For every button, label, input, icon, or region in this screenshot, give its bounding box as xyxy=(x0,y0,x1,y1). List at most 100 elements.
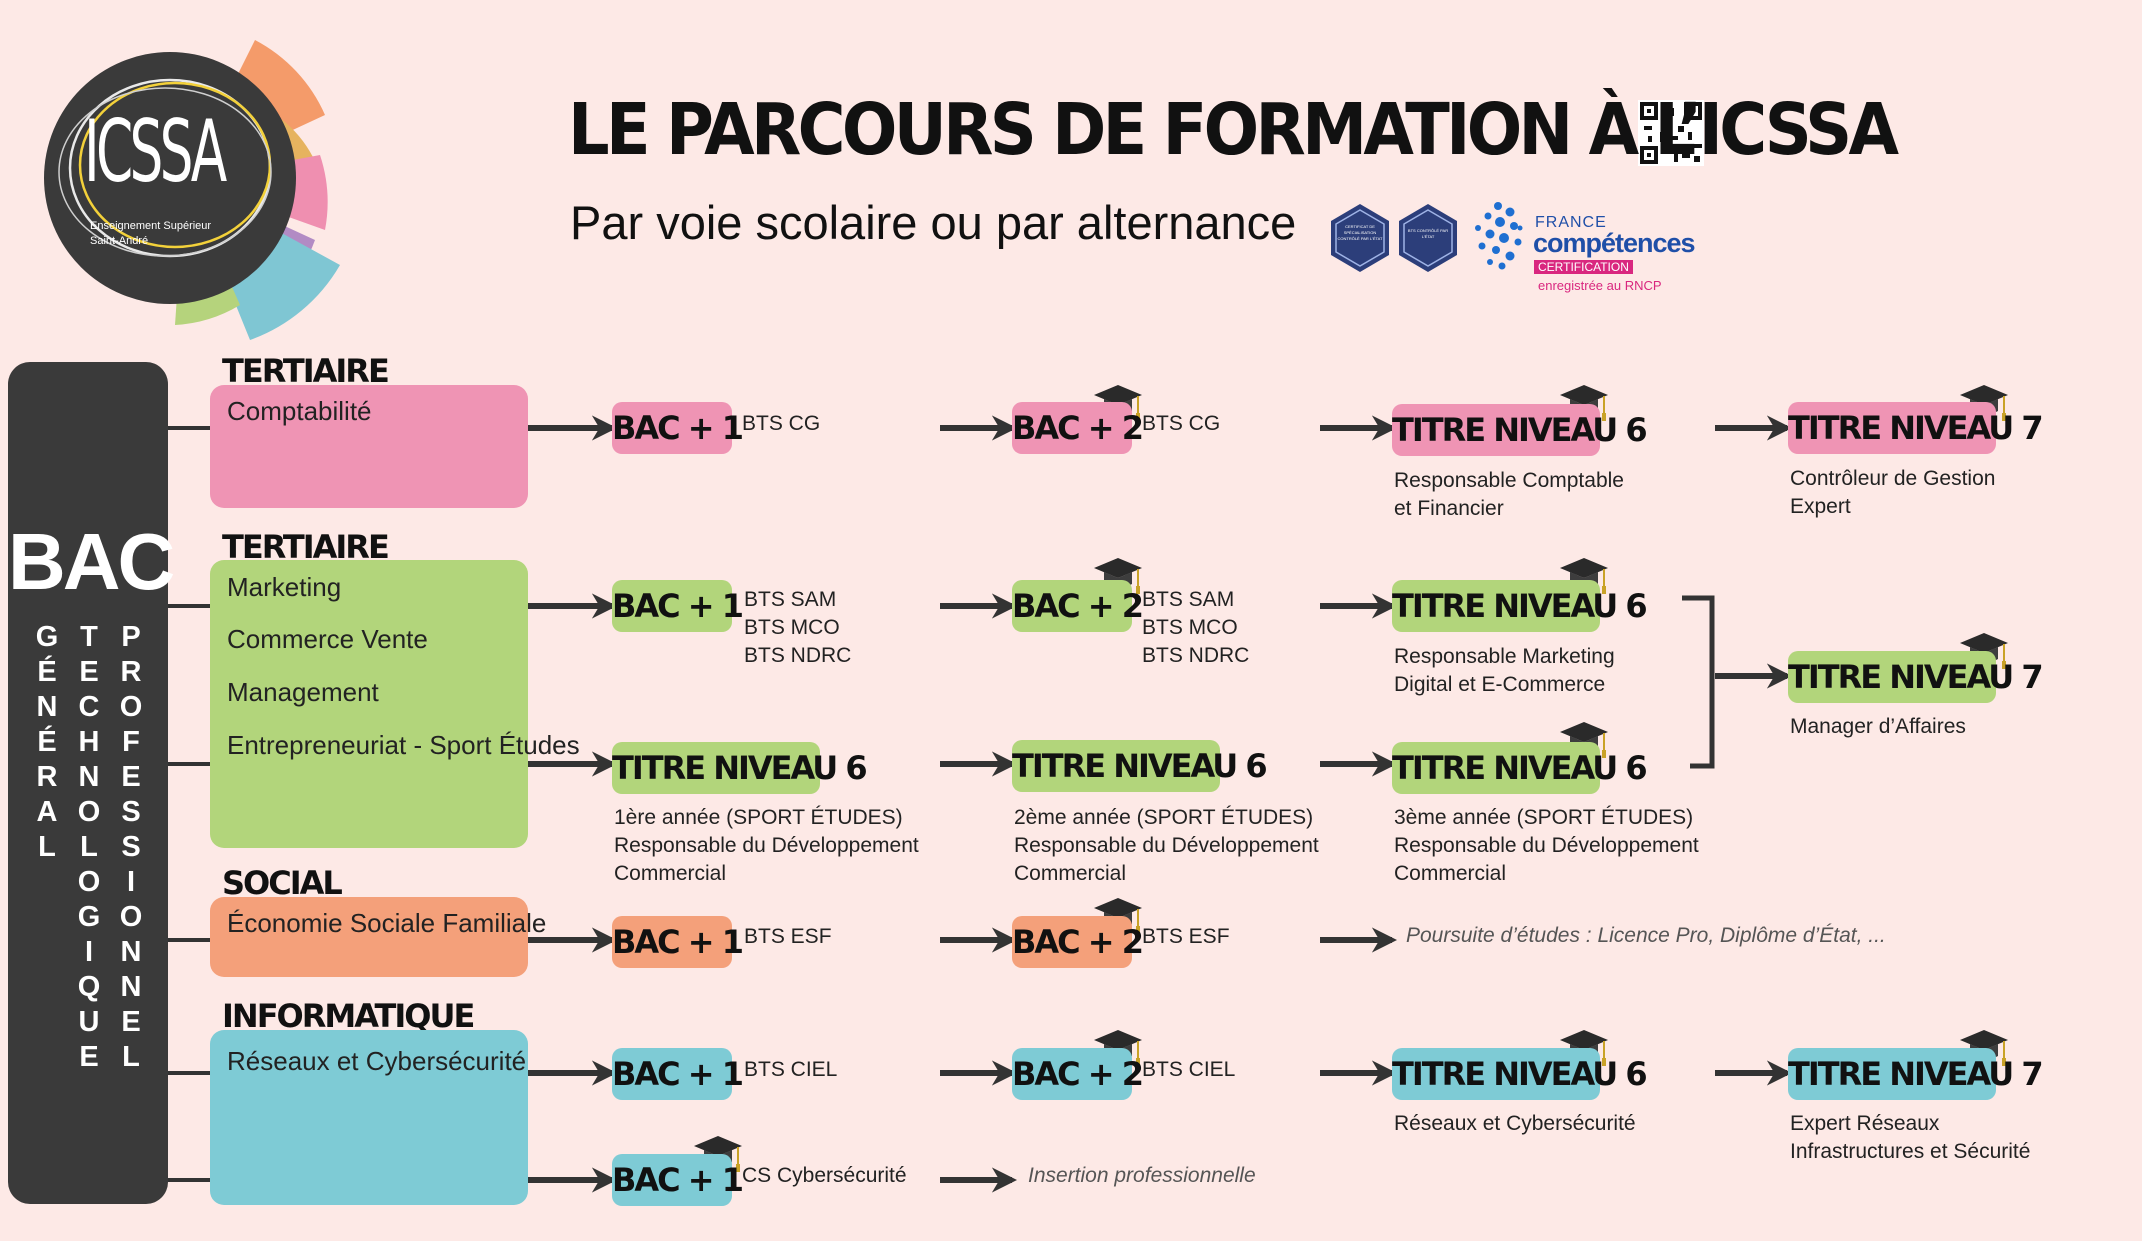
label-comptabilite: Comptabilité xyxy=(227,396,372,426)
row3-c-d1: 3ème année (SPORT ÉTUDES) xyxy=(1394,806,1694,829)
row1-bac2-pill: BAC + 2 xyxy=(1012,402,1144,454)
sidebar-letter: O xyxy=(119,691,143,723)
row3-c-d2: Responsable du Développement xyxy=(1394,834,1699,857)
sidebar-connectors xyxy=(168,426,210,1182)
row4-next: Poursuite d’études : Licence Pro, Diplôm… xyxy=(1406,924,1886,947)
sidebar-letter: O xyxy=(77,866,101,898)
sidebar-letter: G xyxy=(35,621,59,653)
row6-bac1-desc: CS Cybersécurité xyxy=(742,1164,907,1187)
sidebar-letter: I xyxy=(84,936,94,968)
row4-bac1-desc: BTS ESF xyxy=(744,925,832,948)
sidebar-letter: L xyxy=(38,831,56,863)
row1-bac2-desc: BTS CG xyxy=(1142,412,1221,435)
row2-bac1-d3: BTS NDRC xyxy=(744,644,852,667)
row3-b-d3: Commercial xyxy=(1014,862,1127,885)
sidebar-letter: É xyxy=(37,726,57,758)
label-entrepreneuriat: Entrepreneuriat - Sport Études xyxy=(227,730,580,760)
sidebar-letter: E xyxy=(121,761,141,793)
row5-t7-pill: TITRE NIVEAU 7 xyxy=(1788,1048,2044,1100)
row3-b-d2: Responsable du Développement xyxy=(1014,834,1319,857)
page-title: LE PARCOURS DE FORMATION À L’ICSSA xyxy=(568,88,1899,171)
row3-a-d1: 1ère année (SPORT ÉTUDES) xyxy=(614,806,903,829)
row2-bac2-d2: BTS MCO xyxy=(1142,616,1238,639)
logo-subtitle-2: Saint-André xyxy=(90,235,149,247)
row1-bac1-desc: BTS CG xyxy=(742,412,821,435)
logo-wordmark: ICSSA xyxy=(84,102,227,202)
box-comptabilite xyxy=(210,385,528,508)
category-tertiaire-2: TERTIAIRE xyxy=(222,528,390,566)
row2-bac2-d3: BTS NDRC xyxy=(1142,644,1250,667)
row1-t7-pill: TITRE NIVEAU 7 xyxy=(1788,402,2044,454)
fc-rncp: enregistrée au RNCP xyxy=(1538,278,1662,293)
row2-bac1-pill: BAC + 1 xyxy=(612,580,744,632)
sidebar-letter: E xyxy=(79,1041,99,1073)
label-marketing: Marketing xyxy=(227,572,342,602)
sidebar-letter: N xyxy=(78,761,100,793)
sidebar-letter: N xyxy=(120,971,142,1003)
bac-sidebar xyxy=(8,362,168,1204)
row1-t7-desc1: Contrôleur de Gestion xyxy=(1790,467,1996,490)
row5-bac1-desc: BTS CIEL xyxy=(744,1058,838,1081)
sidebar-letter: I xyxy=(126,866,136,898)
label-reseaux: Réseaux et Cybersécurité xyxy=(227,1046,527,1076)
category-social: SOCIAL xyxy=(222,864,343,902)
category-tertiaire-1: TERTIAIRE xyxy=(222,352,390,390)
sidebar-letter: Q xyxy=(77,971,101,1003)
box-reseaux xyxy=(210,1030,528,1205)
sidebar-letter: O xyxy=(119,901,143,933)
row2-t7-desc: Manager d’Affaires xyxy=(1790,715,1966,738)
page-subtitle: Par voie scolaire ou par alternance xyxy=(570,196,1297,249)
row5-t7-desc2: Infrastructures et Sécurité xyxy=(1790,1140,2031,1163)
row3-c-d3: Commercial xyxy=(1394,862,1507,885)
merge-bracket xyxy=(1682,595,1715,769)
row1-t6-desc1: Responsable Comptable xyxy=(1394,469,1624,492)
sidebar-letter: R xyxy=(36,761,58,793)
row4-bac2-pill: BAC + 2 xyxy=(1012,916,1144,968)
sidebar-letter: O xyxy=(77,796,101,828)
cert-badge-2 xyxy=(1399,204,1457,272)
logo-circle xyxy=(44,52,296,304)
sidebar-letter: E xyxy=(121,1006,141,1038)
row5-bac2-desc: BTS CIEL xyxy=(1142,1058,1236,1081)
row2-t6-desc1: Responsable Marketing xyxy=(1394,645,1615,668)
sidebar-letter: G xyxy=(77,901,101,933)
sidebar-letter: L xyxy=(122,1041,140,1073)
sidebar-bac-label: BAC xyxy=(8,517,175,606)
sidebar-letter: T xyxy=(80,621,98,653)
box-esf xyxy=(210,897,528,977)
qr-code xyxy=(1638,100,1704,166)
sidebar-letter: N xyxy=(120,936,142,968)
row2-bac2-d1: BTS SAM xyxy=(1142,588,1235,611)
row2-bac1-d2: BTS MCO xyxy=(744,616,840,639)
row1-t7-desc2: Expert xyxy=(1790,495,1851,518)
sidebar-letter: E xyxy=(79,656,99,688)
row5-bac1-pill: BAC + 1 xyxy=(612,1048,744,1100)
row2-t7-pill: TITRE NIVEAU 7 xyxy=(1788,651,2044,703)
row1-t6-pill: TITRE NIVEAU 6 xyxy=(1392,404,1648,456)
sidebar-letter: U xyxy=(78,1006,100,1038)
sidebar-letter: É xyxy=(37,656,57,688)
row3-c-pill: TITRE NIVEAU 6 xyxy=(1392,742,1648,794)
row5-t6-desc: Réseaux et Cybersécurité xyxy=(1394,1112,1636,1135)
fc-competences: compétences xyxy=(1533,228,1696,258)
label-esf: Économie Sociale Familiale xyxy=(227,908,547,938)
row5-t6-pill: TITRE NIVEAU 6 xyxy=(1392,1048,1648,1100)
label-management: Management xyxy=(227,677,379,707)
sidebar-letter: P xyxy=(121,621,141,653)
cert-badge-1 xyxy=(1331,204,1389,272)
fc-certification: CERTIFICATION xyxy=(1534,260,1633,274)
sidebar-letter: L xyxy=(80,831,98,863)
row1-bac1-pill: BAC + 1 xyxy=(612,402,744,454)
row3-b-d1: 2ème année (SPORT ÉTUDES) xyxy=(1014,806,1314,829)
box-commerce xyxy=(210,560,528,848)
sidebar-letter: H xyxy=(78,726,100,758)
row2-bac1-d1: BTS SAM xyxy=(744,588,837,611)
row4-bac2-desc: BTS ESF xyxy=(1142,925,1230,948)
row3-a-d3: Commercial xyxy=(614,862,727,885)
category-informatique: INFORMATIQUE xyxy=(222,997,475,1035)
row6-bac1-pill: BAC + 1 xyxy=(612,1154,744,1206)
label-commerce-vente: Commerce Vente xyxy=(227,624,428,654)
sidebar-letter: A xyxy=(36,796,58,828)
